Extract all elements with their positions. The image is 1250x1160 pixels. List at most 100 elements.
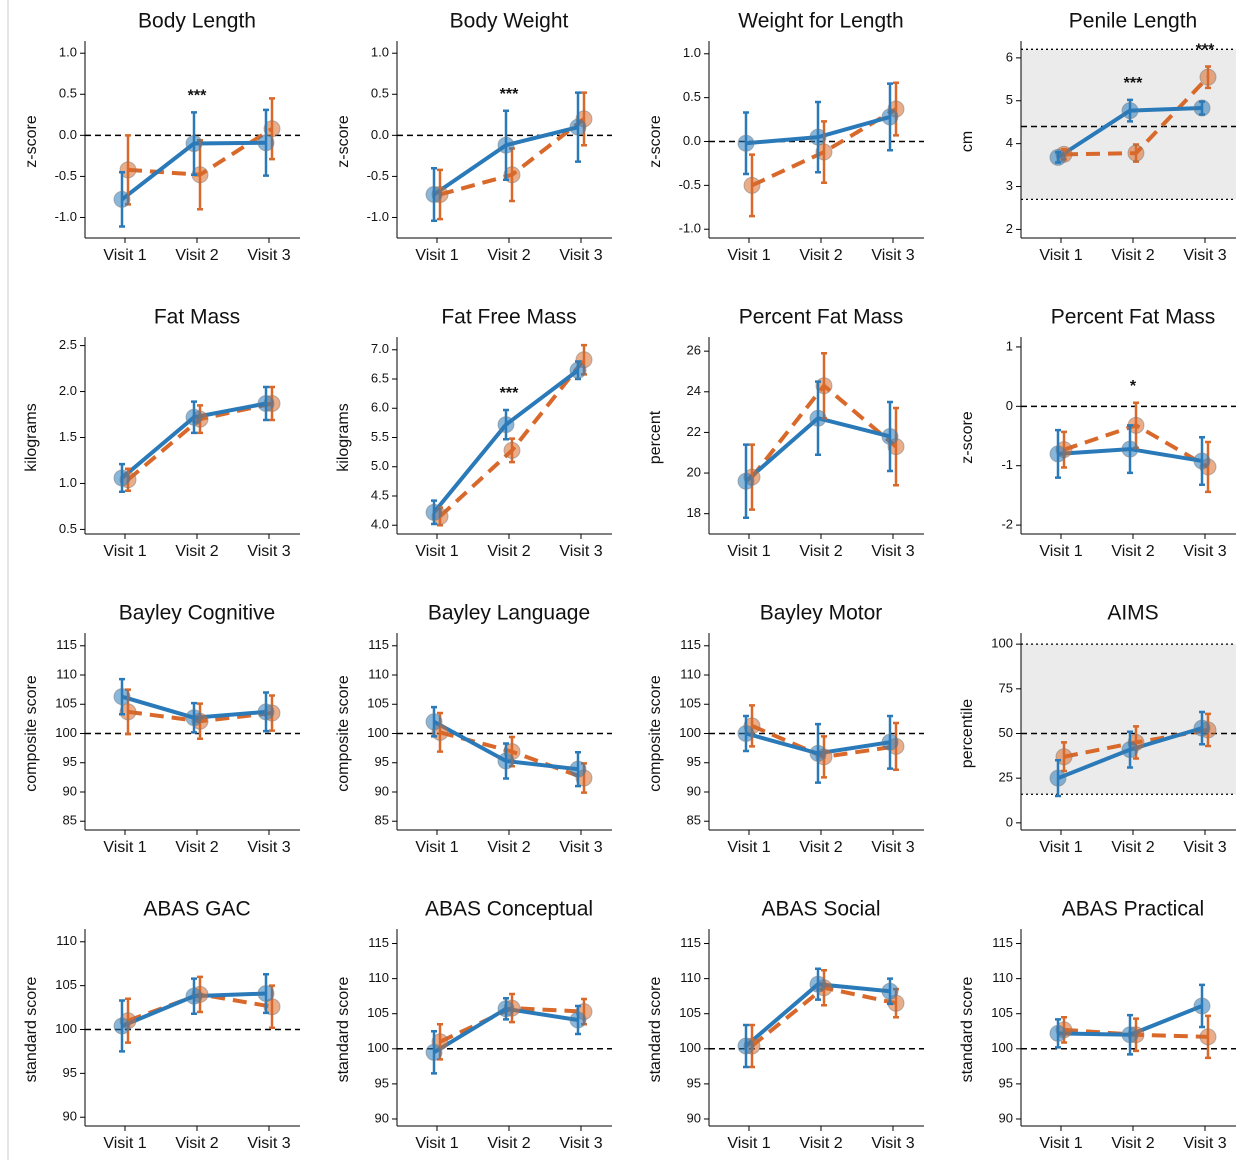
y-tick-label: 75 [999,680,1013,695]
y-tick-label: 90 [999,1110,1013,1125]
y-tick-label: 95 [63,1065,77,1080]
y-tick-label: 85 [687,813,701,828]
y-tick-label: 50 [999,725,1013,740]
panel: Body Weight z-score 1.0 0.5 0.0 -0.5 -1.0 Visit… [335,10,612,264]
y-tick-label: 110 [680,970,701,985]
y-tick-label: 110 [368,666,389,681]
panel: AIMS percentile 0 25 50 75 100 Visit 1 Visit 2 Vi… [959,602,1236,856]
x-tick-label: Visit 3 [871,839,914,856]
y-axis-label: cm [959,131,976,152]
data-point [569,1011,587,1029]
y-tick-label: 100 [679,725,701,740]
chart-title: Bayley Cognitive [119,602,275,625]
y-tick-label: -1.0 [367,209,389,224]
y-tick-label: 100 [55,1021,77,1036]
y-tick-label: -1.0 [55,209,77,224]
data-point [497,416,515,434]
x-tick-label: Visit 2 [487,1135,530,1152]
data-point [113,1017,131,1035]
data-point [881,982,899,1000]
data-point [425,713,443,731]
y-tick-label: 4.5 [371,487,389,502]
chart-title: Fat Free Mass [441,306,576,329]
data-point [497,1000,515,1018]
x-tick-label: Visit 3 [559,839,602,856]
x-tick-label: Visit 1 [727,839,770,856]
y-tick-label: 115 [680,935,701,950]
chart-title: Percent Fat Mass [1051,306,1216,329]
significance-label: * [1130,378,1137,395]
x-tick-label: Visit 2 [487,247,530,264]
y-axis-label: composite score [335,675,352,792]
x-tick-label: Visit 3 [247,543,290,560]
data-point [881,427,899,445]
y-tick-label: 90 [63,1109,77,1124]
y-tick-label: 90 [687,783,701,798]
panel: Bayley Motor composite score 85 90 95 100 105 1… [647,602,924,856]
y-tick-label: 1.0 [683,45,701,60]
data-point [881,733,899,751]
panel: Bayley Cognitive composite score 85 90 95 100… [23,602,300,856]
y-tick-label: -1.0 [679,221,701,236]
x-tick-label: Visit 1 [1039,839,1082,856]
y-tick-label: 110 [992,970,1013,985]
y-tick-label: 0.5 [59,86,77,101]
y-tick-label: 0.0 [683,133,701,148]
x-tick-label: Visit 2 [799,839,842,856]
data-point [119,703,137,721]
chart-title: Body Length [138,10,256,33]
x-tick-label: Visit 2 [175,543,218,560]
y-tick-label: 115 [368,935,389,950]
data-point [257,134,275,152]
x-tick-label: Visit 1 [415,543,458,560]
chart-title: ABAS Social [761,898,880,921]
x-tick-label: Visit 3 [1183,543,1226,560]
data-point [1121,440,1139,458]
x-tick-label: Visit 1 [727,1135,770,1152]
y-tick-label: 6.5 [371,370,389,385]
data-point [809,975,827,993]
panel: Fat Free Mass kilograms 4.0 4.5 5.0 5.5 6.0 6.5… [335,306,612,560]
y-tick-label: 115 [680,637,701,652]
y-tick-label: 4.0 [371,517,389,532]
data-point [503,441,521,459]
y-tick-label: 5.5 [371,429,389,444]
y-tick-label: 110 [56,933,77,948]
x-tick-label: Visit 3 [1183,839,1226,856]
y-axis-label: standard score [335,976,352,1082]
x-tick-label: Visit 3 [871,247,914,264]
y-axis-label: standard score [23,976,40,1082]
data-point [1199,68,1217,86]
y-tick-label: 22 [687,424,701,439]
data-point [425,185,443,203]
y-tick-label: 26 [687,343,701,358]
y-axis-label: percentile [959,699,976,768]
y-axis-label: composite score [23,675,40,792]
data-point [1127,144,1145,162]
y-tick-label: 2 [1006,221,1013,236]
data-point [425,503,443,521]
panel: ABAS Practical standard score 90 95 100 105 11… [959,898,1236,1152]
data-point [257,985,275,1003]
data-point [113,190,131,208]
x-tick-label: Visit 3 [247,839,290,856]
y-tick-label: 2.5 [59,337,77,352]
panel: Percent Fat Mass percent 18 20 22 24 26 Visit 1… [647,306,924,560]
y-tick-label: 2.0 [59,383,77,398]
y-tick-label: 85 [375,813,389,828]
y-tick-label: 5 [1006,92,1013,107]
x-tick-label: Visit 3 [559,1135,602,1152]
chart-title: ABAS Practical [1062,898,1204,921]
y-axis-label: kilograms [23,403,40,471]
y-tick-label: 105 [367,1005,389,1020]
y-axis-label: z-score [959,411,976,464]
y-tick-label: 90 [375,783,389,798]
y-tick-label: 0.5 [59,521,77,536]
y-tick-label: 90 [687,1110,701,1125]
x-tick-label: Visit 2 [1111,1135,1154,1152]
y-tick-label: 95 [687,754,701,769]
data-point [185,135,203,153]
y-tick-label: 115 [56,637,77,652]
y-tick-label: -0.5 [367,168,389,183]
data-point [809,409,827,427]
